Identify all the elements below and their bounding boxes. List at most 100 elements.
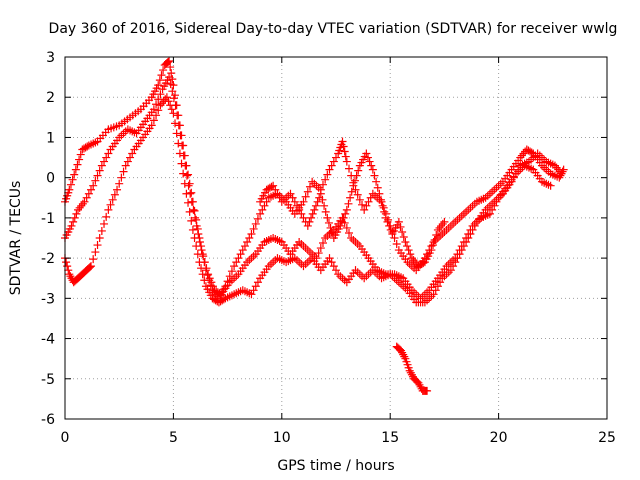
data-point [63,262,72,271]
series-track-a [61,57,568,303]
data-point [403,242,412,251]
data-point [349,181,358,190]
data-point [449,262,458,271]
data-point [420,290,429,299]
data-point [399,282,408,291]
data-point [271,185,280,194]
data-point [341,152,350,161]
data-point [175,149,184,158]
data-point [182,189,191,198]
data-point [550,161,559,170]
y-tick-label: -6 [41,412,55,428]
data-point [104,149,113,158]
data-point [329,157,338,166]
data-point [297,209,306,218]
data-point [383,217,392,226]
data-point [292,256,301,265]
data-point [269,181,278,190]
data-point [400,352,409,361]
data-point [305,182,314,191]
data-point [492,183,501,192]
data-point [420,298,429,307]
data-point [316,189,325,198]
y-axis-label: SDTVAR / TECUs [8,181,24,296]
data-point [243,238,252,247]
data-point [542,165,551,174]
data-point [84,189,93,198]
data-point [184,170,193,179]
data-point [64,266,73,275]
grid-lines [65,57,607,419]
data-point [288,193,297,202]
data-point [323,213,332,222]
data-point [232,272,241,281]
data-point [381,213,390,222]
data-point [89,181,98,190]
data-point [453,254,462,263]
data-point [245,256,254,265]
x-tick-label: 25 [598,430,616,446]
data-point [355,270,364,279]
data-point [167,69,176,78]
data-point [305,256,314,265]
data-point [172,129,181,138]
data-point [314,249,323,258]
data-point [347,234,356,242]
data-point [416,382,425,391]
data-point [113,185,122,194]
data-point [346,193,355,202]
data-point [511,169,520,178]
data-point [392,240,401,249]
data-point [485,201,494,210]
data-point [427,246,436,255]
data-point [247,229,256,238]
data-point [351,238,360,247]
data-point [297,240,306,249]
data-point [430,236,439,245]
data-point [192,221,201,230]
data-point [362,201,371,210]
data-point [70,213,79,222]
data-point [398,348,407,357]
data-point [411,258,420,267]
data-point [193,250,202,259]
data-point [325,165,334,174]
data-point [365,157,374,166]
data-point [378,201,387,210]
data-point [91,176,100,185]
data-point [301,192,310,201]
data-point [540,163,549,172]
data-point [69,217,78,226]
data-point [286,189,295,198]
data-point [128,149,137,158]
series-track-e [392,342,432,395]
data-point [102,212,111,221]
data-point [349,236,358,245]
data-point [97,226,106,235]
data-point [496,191,505,200]
data-point [354,166,363,175]
data-point [184,181,193,190]
data-point [168,87,177,96]
data-point [169,94,178,103]
data-point [292,201,301,210]
data-point [345,228,354,237]
data-point [87,185,96,194]
data-point [179,151,188,160]
data-point [194,229,203,238]
data-point [433,225,442,234]
data-point [227,267,236,276]
data-point [464,205,473,214]
data-point [180,179,189,188]
plot-frame [64,56,608,420]
data-point [409,256,418,265]
data-point [215,289,224,298]
data-point [177,159,186,168]
data-point [320,201,329,210]
y-tick-label: -2 [41,251,55,267]
data-point [108,195,117,204]
data-point [410,288,419,297]
data-point [164,97,173,106]
data-point [181,161,190,170]
